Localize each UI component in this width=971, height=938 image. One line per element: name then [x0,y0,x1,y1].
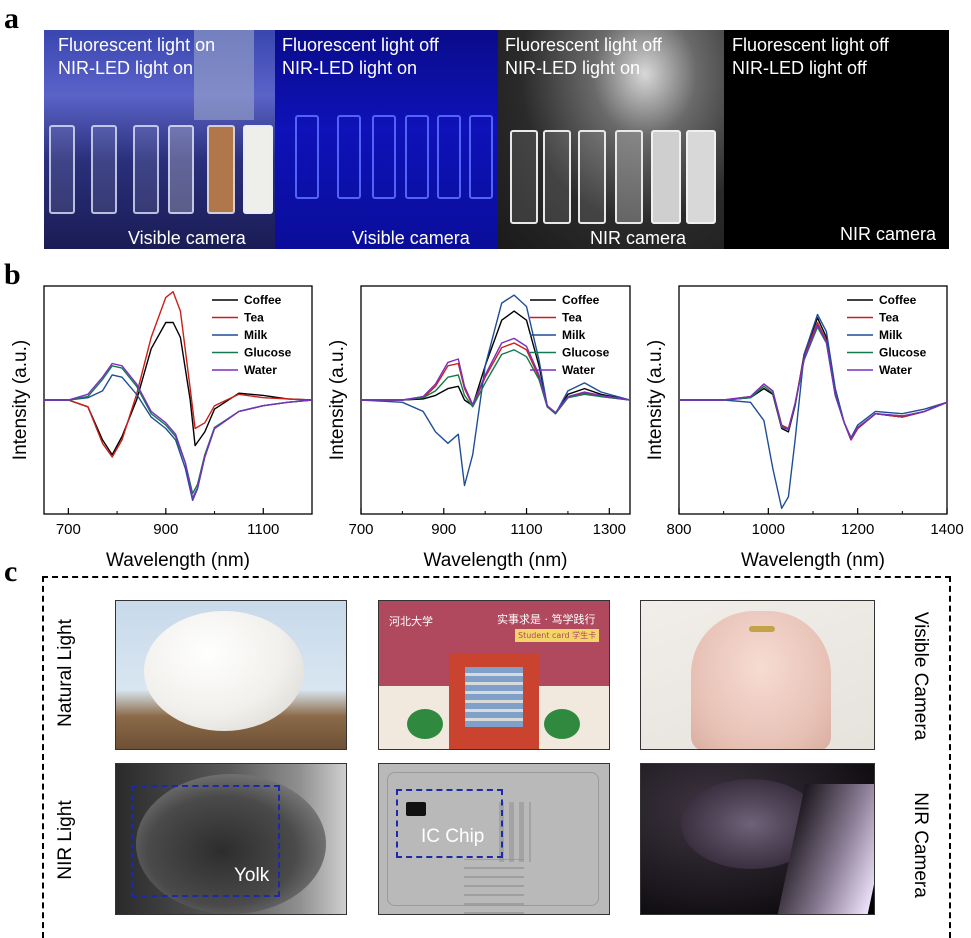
photo-a1-line2: NIR-LED light on [58,58,194,78]
x-tick-label: 700 [56,521,81,538]
legend-label-coffee: Coffee [879,293,917,307]
photo-a3-camera: NIR camera [590,228,687,248]
x-axis-label: Wavelength (nm) [106,550,250,571]
photo-a4-camera: NIR camera [840,224,937,244]
plot-frame [43,285,313,515]
ic-chip-label: IC Chip [421,826,485,847]
photo-fluorescent-off-nir-on: Fluorescent light off NIR-LED light on V… [275,30,498,249]
photo-a2-line2: NIR-LED light on [282,58,418,78]
photo-a4-line1: Fluorescent light off [732,35,889,55]
hand-nir-photo [640,763,875,915]
x-tick-label: 1100 [247,521,279,538]
panel-label-c: c [4,555,18,588]
series-line-tea [44,290,313,458]
series-line-coffee [361,310,631,415]
spectrum-chart-3: 800 1000 1200 1400 Wavelength (nm) Intensity … [645,285,964,571]
series-line-water [679,324,948,440]
panel-label-b: b [4,258,21,291]
legend-label-milk: Milk [244,328,268,342]
x-tick-label: 1300 [593,521,626,538]
card-slogan: 实事求是 · 笃学践行 [497,613,596,626]
x-axis-label: Wavelength (nm) [424,550,568,571]
series-line-glucose [44,365,313,495]
spectrum-chart-2: 700 900 1100 1300 Wavelength (nm) Intensity (… [327,285,631,571]
egg-visible-photo [115,600,347,750]
panel-c-frame [42,576,951,938]
x-tick-label: 900 [153,521,178,538]
row-label-nir-light: NIR Light [55,800,76,880]
photo-a1-camera: Visible camera [128,228,246,248]
legend-label-tea: Tea [562,311,582,325]
legend-label-coffee: Coffee [244,293,282,307]
legend-label-water: Water [879,363,912,377]
x-axis-label: Wavelength (nm) [741,550,885,571]
yolk-label: Yolk [234,865,270,886]
spectrum-chart-1: 700 900 1100 Wavelength (nm) Intensity (a.u.… [10,285,313,571]
card-logo-text: 河北大学 [389,615,433,628]
photo-all-lights-off: Fluorescent light off NIR-LED light off … [724,30,949,249]
photo-a4-line2: NIR-LED light off [732,58,867,78]
legend-label-coffee: Coffee [562,293,600,307]
photo-a2-camera: Visible camera [352,228,470,248]
photo-a3-line1: Fluorescent light off [505,35,662,55]
x-tick-label: 800 [666,521,691,538]
photo-a1-line1: Fluorescent light on [58,35,216,55]
camera-label-visible: Visible Camera [910,611,931,741]
series-line-milk [44,374,313,502]
egg-nir-photo: Yolk [115,763,347,915]
legend-label-water: Water [562,363,595,377]
y-axis-label: Intensity (a.u.) [645,340,666,460]
legend-label-glucose: Glucose [244,346,292,360]
legend-label-glucose: Glucose [879,346,927,360]
y-axis-label: Intensity (a.u.) [327,340,348,460]
x-tick-label: 1400 [930,521,963,538]
series-line-glucose [679,326,948,440]
photo-fluorescent-on: Fluorescent light on NIR-LED light on Vi… [44,30,275,249]
legend-label-milk: Milk [879,328,903,342]
legend-label-tea: Tea [879,311,899,325]
series-line-milk [360,294,631,487]
legend-label-milk: Milk [562,328,586,342]
photo-a2-line1: Fluorescent light off [282,35,439,55]
x-tick-label: 900 [431,521,456,538]
panel-label-a: a [4,2,19,35]
series-line-milk [679,313,948,510]
row-label-natural-light: Natural Light [55,619,76,727]
ic-chip-roi-box [396,789,503,858]
x-tick-label: 700 [348,521,373,538]
student-card-visible-photo: 河北大学 实事求是 · 笃学践行 Student card 学生卡 [378,600,610,750]
series-line-coffee [44,321,313,456]
photo-a3-line2: NIR-LED light on [505,58,641,78]
series-line-water [361,337,631,414]
x-tick-label: 1100 [510,521,542,538]
legend-label-glucose: Glucose [562,346,610,360]
y-axis-label: Intensity (a.u.) [10,340,31,460]
legend-label-tea: Tea [244,311,264,325]
camera-label-nir: NIR Camera [910,792,931,898]
x-tick-label: 1200 [841,521,874,538]
series-line-tea [679,321,948,441]
student-card-nir-photo: IC Chip [378,763,610,915]
legend-label-water: Water [244,363,277,377]
series-line-water [44,362,313,499]
x-tick-label: 1000 [752,521,785,538]
photo-nir-camera-led-on: Fluorescent light off NIR-LED light on N… [498,30,724,249]
yolk-roi-box [131,785,280,897]
card-banner: Student card 学生卡 [515,629,600,642]
hand-visible-photo [640,600,875,750]
